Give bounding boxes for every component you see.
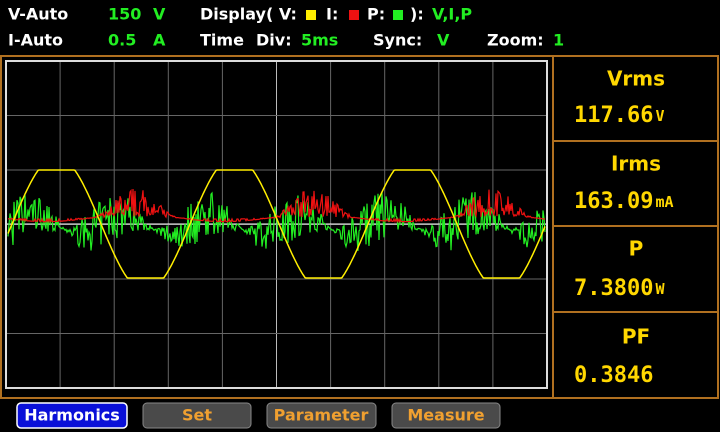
zoom-label: Zoom:	[487, 31, 544, 50]
scope-border	[5, 60, 548, 389]
button-label[interactable]: Measure	[407, 406, 484, 425]
time-label: Time	[200, 31, 244, 50]
button-label[interactable]: Set	[182, 406, 212, 425]
display-value: V,I,P	[432, 5, 472, 24]
i-color-swatch	[349, 10, 359, 20]
button-label[interactable]: Harmonics	[24, 406, 120, 425]
reading-value: 117.66 V	[574, 103, 665, 128]
button[interactable]	[142, 402, 252, 429]
reading-label: PF	[622, 325, 650, 349]
display-p: P:	[367, 5, 385, 24]
reading-value: 163.09 mA	[574, 189, 674, 214]
display-i: I:	[326, 5, 338, 24]
readings: Vrms 117.66 V Irms 163.09 mA P 7.3800 W PF …	[552, 57, 718, 397]
p-color-swatch	[393, 10, 403, 20]
scope	[6, 61, 547, 388]
display-label: Display( V:	[200, 5, 297, 24]
reading-label: Vrms	[607, 67, 665, 91]
sync-label: Sync:	[373, 31, 422, 50]
button-label[interactable]: Parameter	[274, 406, 369, 425]
unit: V	[655, 107, 664, 125]
v-range-label: V-Auto	[8, 5, 68, 24]
div-label: Div:	[256, 31, 292, 50]
i-range-unit: A	[153, 31, 166, 50]
i-range-label: I-Auto	[8, 31, 63, 50]
unit: mA	[655, 193, 673, 211]
v-color-swatch	[306, 10, 316, 20]
i-range-value: 0.5	[108, 31, 136, 50]
v-range-value: 150	[108, 5, 141, 24]
value: 163.09	[574, 189, 653, 214]
button[interactable]	[391, 402, 501, 429]
button[interactable]	[16, 402, 128, 429]
sync-value: V	[437, 31, 450, 50]
reading-label: P	[629, 237, 644, 261]
div-value: 5ms	[301, 31, 338, 50]
value: 7.3800	[574, 276, 653, 301]
reading-value: 0.3846	[574, 363, 653, 388]
voltage-trace	[7, 169, 546, 279]
reading-value: 7.3800 W	[574, 276, 665, 301]
value: 117.66	[574, 103, 653, 128]
button[interactable]	[266, 402, 377, 429]
reading-label: Irms	[611, 152, 661, 176]
v-range-unit: V	[153, 5, 166, 24]
zoom-value: 1	[553, 31, 564, 50]
unit: W	[655, 280, 665, 298]
display-close: ):	[410, 5, 424, 24]
softkeys: Harmonics Set Parameter Measure	[16, 402, 501, 429]
